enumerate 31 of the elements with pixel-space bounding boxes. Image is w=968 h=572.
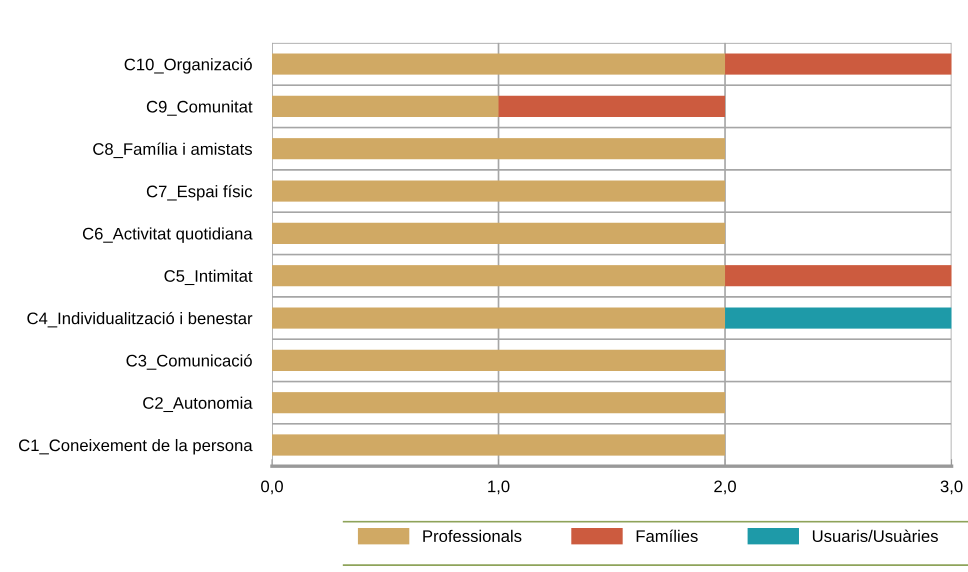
y-tick-label: C5_Intimitat xyxy=(164,270,252,286)
bar xyxy=(272,180,726,202)
legend-label: Professionals xyxy=(423,530,522,542)
bar xyxy=(725,53,952,75)
x-tick-label: 2,0 xyxy=(714,480,736,494)
bar xyxy=(272,307,726,329)
y-tick-label: C3_Comunicació xyxy=(126,354,252,370)
bar xyxy=(498,96,726,117)
y-tick-label: C8_Família i amistats xyxy=(93,142,252,158)
legend-label: Famílies xyxy=(636,530,698,542)
x-tick-label: 0,0 xyxy=(261,480,283,494)
legend-label: Usuaris/Usuàries xyxy=(812,530,938,542)
y-tick-label: C2_Autonomia xyxy=(143,396,253,412)
y-tick-label: C1_Coneixement de la persona xyxy=(19,438,253,455)
bar xyxy=(272,434,726,456)
y-tick-label: C4_Individualització i benestar xyxy=(27,312,252,328)
y-tick-label: C7_Espai físic xyxy=(146,184,252,201)
y-tick-label: C6_Activitat quotidiana xyxy=(82,227,253,243)
bar xyxy=(272,265,726,286)
x-tick-label: 3,0 xyxy=(940,480,962,494)
y-tick-label: C9_Comunitat xyxy=(146,100,252,116)
y-tick-label: C10_Organizació xyxy=(124,58,252,74)
x-tick-label: 1,0 xyxy=(488,480,510,494)
bar xyxy=(725,265,952,286)
bar xyxy=(272,138,726,160)
bar xyxy=(272,53,726,75)
bar xyxy=(725,307,952,329)
bar xyxy=(272,96,499,117)
bar xyxy=(272,222,726,244)
bar xyxy=(272,392,726,414)
bar xyxy=(272,350,726,371)
